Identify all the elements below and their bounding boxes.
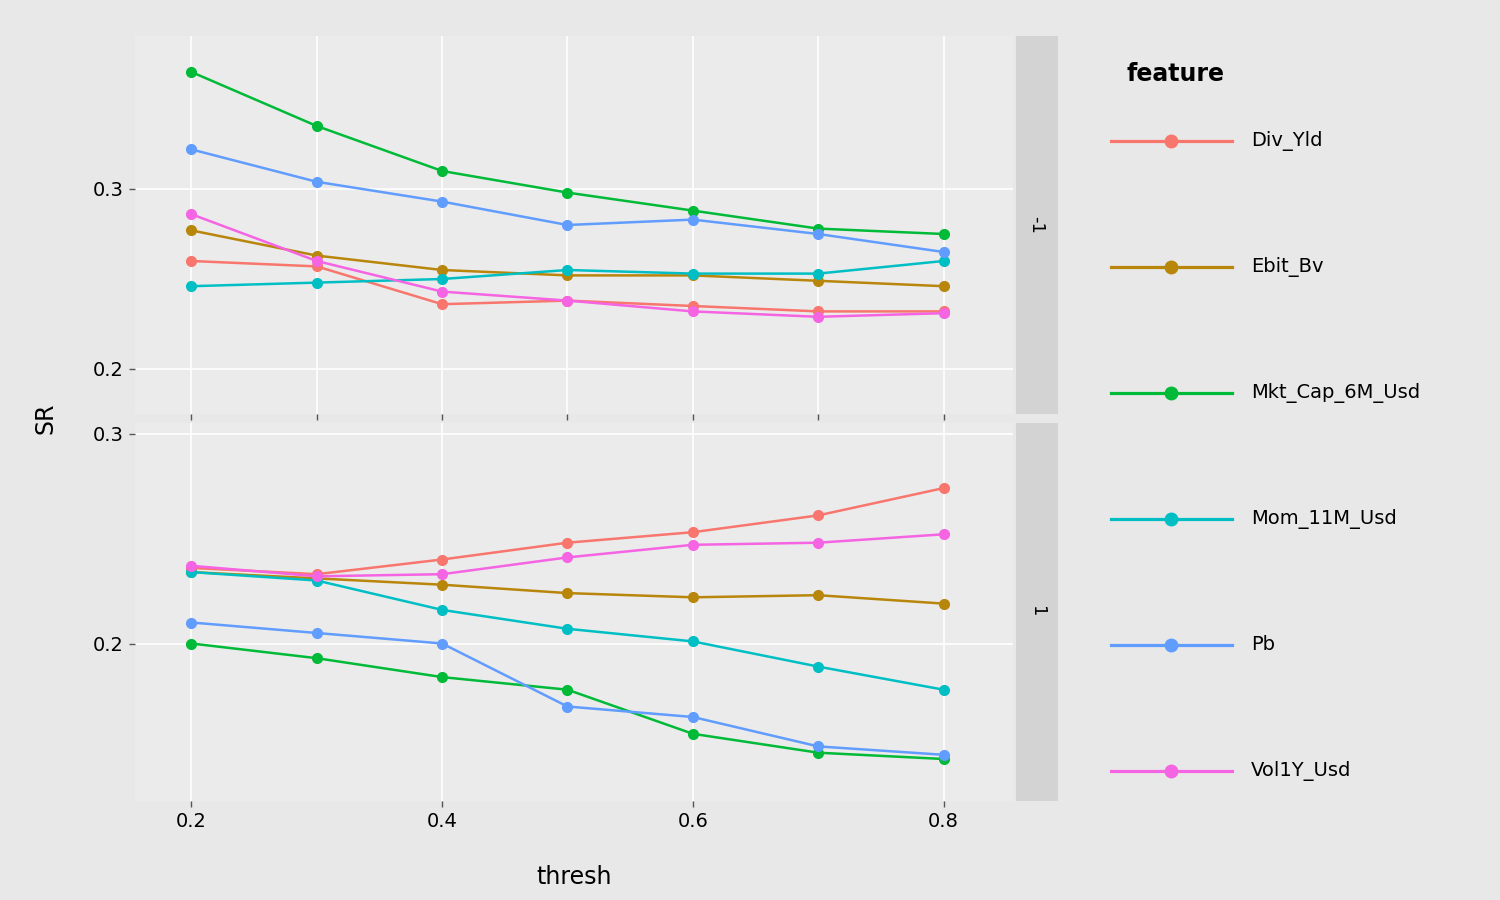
Text: feature: feature	[1126, 62, 1224, 86]
Text: Ebit_Bv: Ebit_Bv	[1251, 256, 1323, 276]
Text: Pb: Pb	[1251, 635, 1275, 654]
Text: Vol1Y_Usd: Vol1Y_Usd	[1251, 760, 1352, 781]
Text: -1: -1	[1028, 216, 1045, 234]
Text: Div_Yld: Div_Yld	[1251, 130, 1323, 150]
Text: 1: 1	[1028, 607, 1045, 617]
Text: Mkt_Cap_6M_Usd: Mkt_Cap_6M_Usd	[1251, 382, 1420, 402]
Text: thresh: thresh	[536, 866, 612, 889]
Text: SR: SR	[33, 403, 57, 435]
Text: Mom_11M_Usd: Mom_11M_Usd	[1251, 508, 1397, 528]
